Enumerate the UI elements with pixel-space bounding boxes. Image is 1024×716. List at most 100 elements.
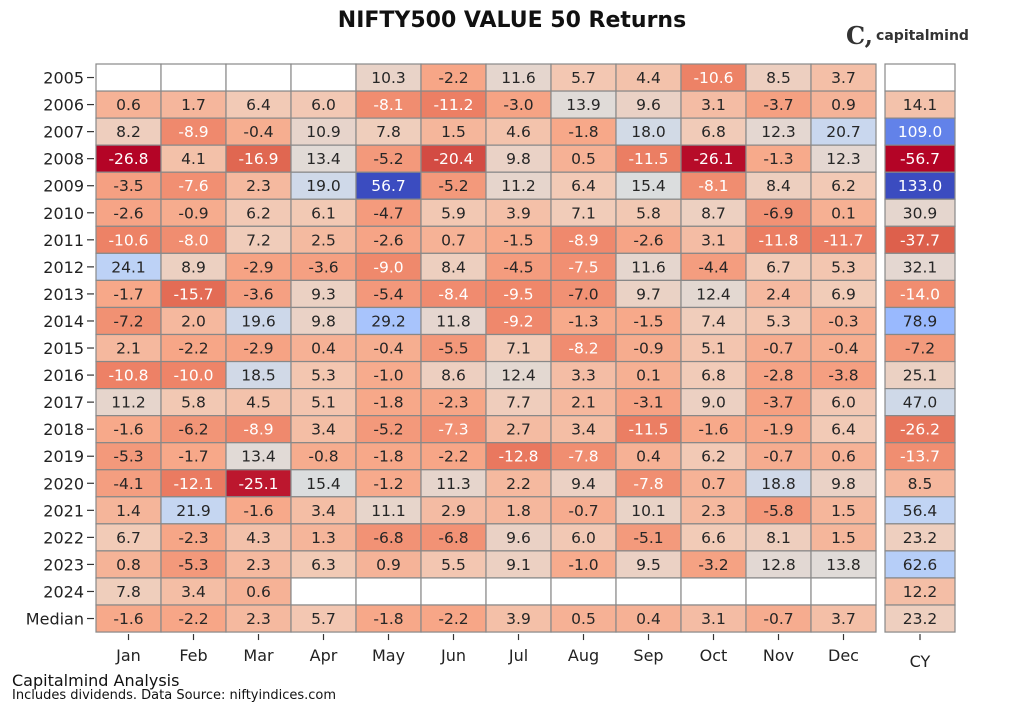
row-label: 2008 xyxy=(43,150,84,169)
heatmap-cell-label: 8.5 xyxy=(766,69,791,87)
heatmap-cell-label: 18.5 xyxy=(241,367,276,385)
heatmap-cell-label: 9.5 xyxy=(636,556,661,574)
heatmap-cell xyxy=(810,144,877,173)
heatmap-cell-label: 11.6 xyxy=(631,258,666,276)
heatmap-cell-label: -2.6 xyxy=(113,204,143,222)
heatmap-cell-label: 12.3 xyxy=(761,123,796,141)
heatmap-cell xyxy=(420,252,487,282)
heatmap-cell-label: 6.8 xyxy=(701,367,726,385)
heatmap-cell xyxy=(420,333,487,363)
heatmap-cell xyxy=(680,279,747,309)
heatmap-cell-label: 2.5 xyxy=(311,231,336,249)
heatmap-cell xyxy=(290,279,357,309)
heatmap-cell-label: -5.2 xyxy=(438,177,468,195)
heatmap-cell-label: 11.8 xyxy=(436,312,471,330)
cy-cell-label: 12.2 xyxy=(903,583,938,601)
heatmap-cell-label: 0.8 xyxy=(116,556,141,574)
heatmap-cell-label: 2.3 xyxy=(246,177,271,195)
logo-wordmark: capitalmind xyxy=(876,28,969,44)
heatmap-cell-label: 2.2 xyxy=(506,475,531,493)
heatmap-cell-label: -7.8 xyxy=(633,475,663,493)
heatmap-cell-label: 9.8 xyxy=(506,150,531,168)
heatmap-cell xyxy=(680,442,747,471)
heatmap-cell xyxy=(95,144,162,173)
heatmap-cell-label: -10.6 xyxy=(693,69,733,87)
heatmap-cell xyxy=(680,144,747,173)
heatmap-cell-label: 7.8 xyxy=(116,583,141,601)
row-label: 2013 xyxy=(43,285,84,304)
heatmap-cell-label: -6.8 xyxy=(438,529,468,547)
heatmap-cell xyxy=(485,469,552,498)
heatmap-cell xyxy=(745,496,812,525)
heatmap-cell xyxy=(160,469,227,498)
heatmap-cell xyxy=(420,63,487,92)
heatmap-cell-label: -8.2 xyxy=(568,340,598,358)
heatmap-cell-label: -7.2 xyxy=(113,312,143,330)
heatmap-cell-label: -2.3 xyxy=(178,529,208,547)
heatmap-cell xyxy=(485,415,552,444)
heatmap-cell xyxy=(355,117,422,146)
cy-cell-label: 56.4 xyxy=(903,502,938,520)
heatmap-cell xyxy=(810,90,877,119)
heatmap-cell-label: 9.4 xyxy=(571,475,596,493)
heatmap-cell-label: 5.7 xyxy=(571,69,596,87)
cy-cell xyxy=(884,333,956,363)
heatmap-cell-label: 9.6 xyxy=(506,529,531,547)
heatmap-cell xyxy=(225,469,292,498)
column-label: Sep xyxy=(633,646,663,665)
heatmap-cell-empty xyxy=(680,577,747,606)
heatmap-cell xyxy=(550,496,617,525)
heatmap-cell-label: 2.3 xyxy=(246,610,271,628)
heatmap-cell-label: 9.6 xyxy=(636,96,661,114)
heatmap-cell-label: 10.9 xyxy=(306,123,341,141)
heatmap-cell-empty xyxy=(550,577,617,606)
heatmap-cell-label: -2.2 xyxy=(438,69,468,87)
heatmap-cell-label: -10.6 xyxy=(108,231,148,249)
cy-cell xyxy=(884,171,956,200)
heatmap-cell-label: -0.3 xyxy=(828,312,858,330)
heatmap-cell xyxy=(745,442,812,471)
heatmap-cell-label: 3.4 xyxy=(571,421,596,439)
heatmap-cell-label: 8.6 xyxy=(441,367,466,385)
heatmap-cell xyxy=(355,171,422,200)
cy-cell-label: 32.1 xyxy=(903,258,938,276)
cy-cell-label: -37.7 xyxy=(900,231,940,249)
logo-c-icon: C, xyxy=(846,21,874,50)
heatmap-cell-label: 6.2 xyxy=(701,448,726,466)
heatmap-cell xyxy=(550,415,617,444)
row-label: 2016 xyxy=(43,366,84,385)
heatmap-cell xyxy=(420,550,487,579)
heatmap-cell xyxy=(225,306,292,336)
heatmap-cell-label: 6.9 xyxy=(831,285,856,303)
heatmap-cell xyxy=(225,604,292,633)
heatmap-cell xyxy=(550,550,617,579)
heatmap-cell-label: 11.2 xyxy=(501,177,536,195)
heatmap-cell-label: -2.6 xyxy=(373,231,403,249)
heatmap-cell xyxy=(810,550,877,579)
heatmap-cell xyxy=(745,360,812,390)
heatmap-cell xyxy=(355,360,422,390)
heatmap-cell-label: -11.2 xyxy=(433,96,473,114)
heatmap-cell-label: 18.0 xyxy=(631,123,666,141)
heatmap-cell xyxy=(225,442,292,471)
heatmap-cell-label: -2.2 xyxy=(438,610,468,628)
heatmap-cell-label: -8.9 xyxy=(243,421,273,439)
heatmap-cell-empty xyxy=(420,577,487,606)
heatmap-cell-label: -3.0 xyxy=(503,96,533,114)
heatmap-cell-label: 6.4 xyxy=(571,177,596,195)
heatmap-cell-label: -11.5 xyxy=(628,421,668,439)
row-label: 2010 xyxy=(43,204,84,223)
heatmap-cell-label: 0.5 xyxy=(571,150,596,168)
heatmap-cell-label: -2.2 xyxy=(178,610,208,628)
heatmap-cell xyxy=(420,198,487,227)
heatmap-cell-label: 12.4 xyxy=(501,367,536,385)
heatmap-cell-label: -20.4 xyxy=(433,150,473,168)
heatmap-cell xyxy=(550,442,617,471)
heatmap-cell-label: -8.9 xyxy=(178,123,208,141)
heatmap-cell-label: -26.1 xyxy=(693,150,733,168)
heatmap-cell xyxy=(485,442,552,471)
heatmap-cell xyxy=(225,144,292,173)
heatmap-cell-label: -16.9 xyxy=(238,150,278,168)
heatmap-cell xyxy=(225,90,292,119)
heatmap-cell xyxy=(745,469,812,498)
